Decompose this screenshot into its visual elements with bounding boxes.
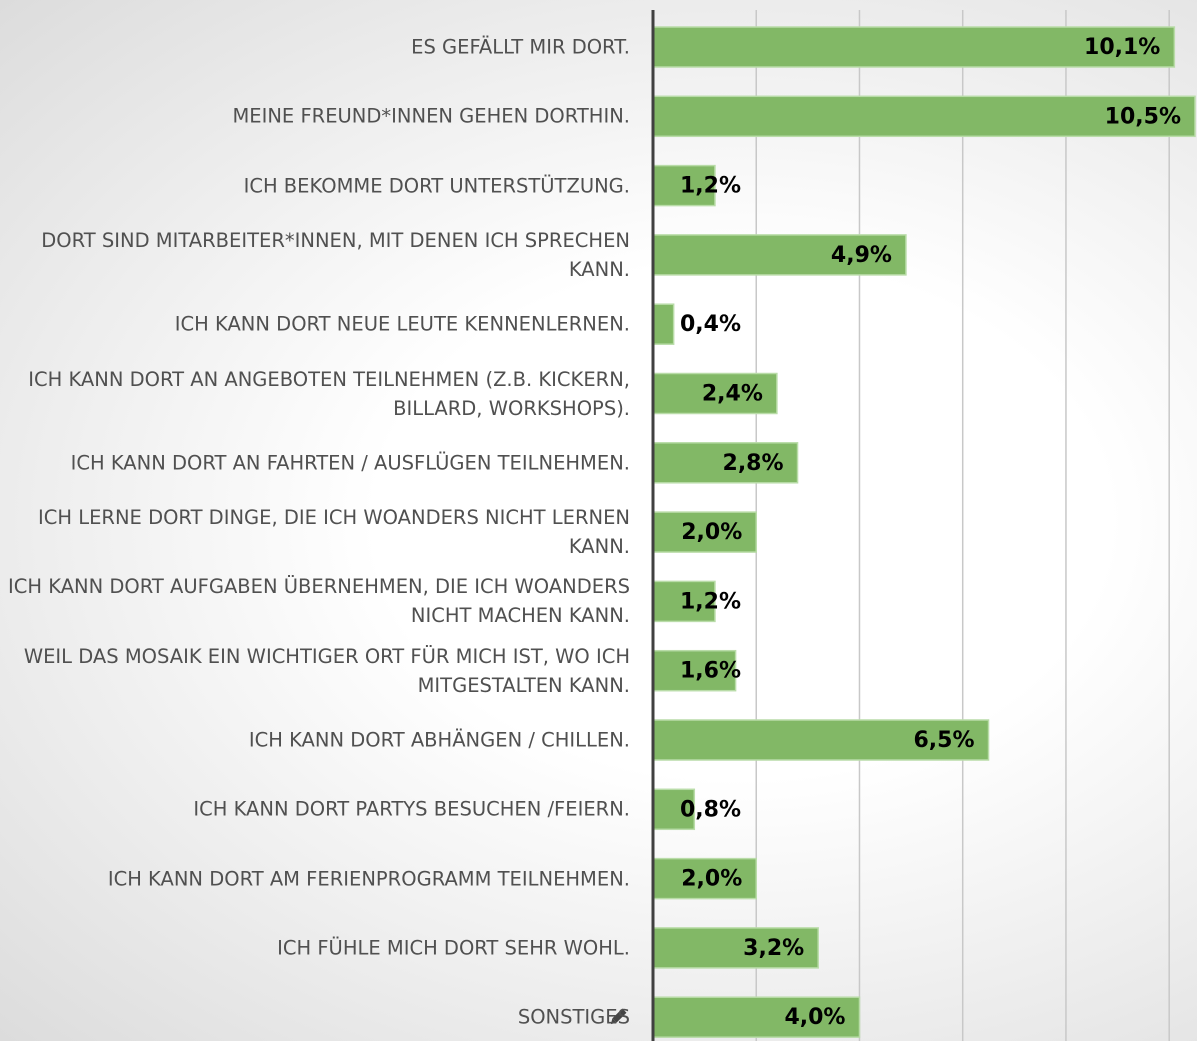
category-label: SONSTIGES — [517, 1005, 630, 1029]
category-label: ICH LERNE DORT DINGE, DIE ICH WOANDERS N… — [38, 506, 630, 559]
category-label: ICH KANN DORT NEUE LEUTE KENNENLERNEN. — [174, 312, 630, 336]
bar — [652, 303, 675, 345]
bar — [652, 996, 861, 1038]
category-label: ICH BEKOMME DORT UNTERSTÜTZUNG. — [243, 174, 630, 198]
value-label: 6,5% — [914, 728, 975, 753]
category-label: MEINE FREUND*INNEN GEHEN DORTHIN. — [232, 104, 630, 128]
category-label: ICH KANN DORT ABHÄNGEN / CHILLEN. — [248, 728, 630, 752]
bar — [652, 511, 757, 553]
pencil-icon — [610, 1008, 627, 1025]
value-label: 3,2% — [743, 936, 804, 961]
category-label: ES GEFÄLLT MIR DORT. — [411, 35, 630, 59]
value-label: 1,2% — [680, 589, 741, 614]
category-label: ICH KANN DORT AN FAHRTEN / AUSFLÜGEN TEI… — [70, 451, 630, 475]
category-label: ICH FÜHLE MICH DORT SEHR WOHL. — [277, 936, 630, 960]
category-label: ICH KANN DORT PARTYS BESUCHEN /FEIERN. — [193, 797, 630, 821]
value-label: 2,8% — [723, 451, 784, 476]
bar — [652, 26, 1176, 68]
category-label: ICH KANN DORT AN ANGEBOTEN TEILNEHMEN (Z… — [28, 367, 630, 420]
value-label: 1,2% — [680, 174, 741, 199]
value-label: 4,9% — [831, 243, 892, 268]
value-label: 2,0% — [681, 520, 742, 545]
value-label: 10,5% — [1105, 104, 1181, 129]
bar — [652, 927, 819, 969]
bar — [652, 442, 799, 484]
category-label: ICH KANN DORT AM FERIENPROGRAMM TEILNEHM… — [107, 867, 630, 891]
value-label: 2,4% — [702, 382, 763, 407]
value-label: 1,6% — [680, 659, 741, 684]
bar — [652, 649, 737, 692]
category-label: WEIL DAS MOSAIK EIN WICHTIGER ORT FÜR MI… — [23, 644, 630, 697]
bar — [652, 95, 1196, 138]
category-label: DORT SIND MITARBEITER*INNEN, MIT DENEN I… — [41, 228, 630, 281]
value-label: 10,1% — [1084, 35, 1160, 60]
value-label: 4,0% — [784, 1005, 845, 1030]
value-label: 0,4% — [680, 312, 741, 337]
value-label: 2,0% — [681, 867, 742, 892]
value-label: 0,8% — [680, 797, 741, 822]
category-label: ICH KANN DORT AUFGABEN ÜBERNEHMEN, DIE I… — [8, 575, 630, 628]
bar — [652, 788, 696, 831]
